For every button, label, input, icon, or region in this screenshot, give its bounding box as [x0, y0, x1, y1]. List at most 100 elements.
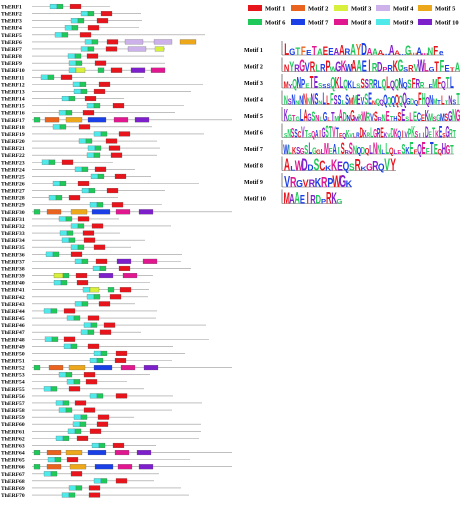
gene-row: ThERF57: [1, 400, 202, 407]
motif-block-6: [33, 365, 41, 371]
gene-row: ThERF38: [1, 265, 191, 272]
gene-row: ThERF68: [1, 478, 154, 485]
legend-item-9: Motif 9: [376, 19, 414, 26]
motif-block-1: [79, 32, 92, 38]
gene-row: ThERF28: [1, 195, 118, 202]
legend-label: Motif 10: [435, 19, 459, 26]
logo-letter: L: [353, 133, 356, 140]
gene-row: ThERF32: [1, 223, 171, 230]
logo-letter: G: [406, 96, 410, 107]
logo-letter: N: [311, 93, 315, 109]
motif-block-6: [52, 251, 60, 257]
logo-letter: A: [339, 41, 345, 59]
gene-row: ThERF24: [1, 166, 135, 173]
logo-letter: F: [437, 74, 441, 92]
motif-block-9: [47, 457, 56, 463]
motif-block-1: [106, 39, 119, 45]
motif-block-1: [68, 195, 81, 201]
logo-letter: L: [315, 62, 320, 73]
logo-letter: P: [325, 57, 330, 75]
logo-letter: V: [413, 62, 418, 75]
gene-label: ThERF18: [1, 125, 25, 131]
logo-letter: G: [436, 113, 440, 124]
logo-letter: T: [312, 44, 317, 58]
gene-label: ThERF67: [1, 472, 25, 478]
logo-letter: E: [429, 132, 433, 140]
motif-block-6: [87, 46, 95, 52]
logo-letter: K: [394, 127, 398, 141]
logo-letter: H: [393, 115, 397, 123]
logo-letter: K: [360, 165, 367, 172]
motif-block-6: [87, 11, 95, 17]
gene-label: ThERF6: [1, 40, 22, 46]
gene-label: ThERF51: [1, 359, 25, 365]
gene-label: ThERF69: [1, 486, 25, 492]
motif-block-1: [87, 315, 100, 321]
motif-block-6: [93, 152, 101, 158]
gene-row: ThERF53: [1, 372, 150, 379]
motif-block-9: [80, 11, 89, 17]
motif-logo-label: Motif 6: [244, 131, 263, 137]
logo-letter: N: [427, 46, 433, 59]
gene-row: ThERF55: [1, 386, 144, 393]
logo-letter: …: [410, 43, 418, 59]
motif-block-9: [61, 96, 70, 102]
motif-block-10: [136, 450, 152, 456]
motif-block-8: [114, 450, 130, 456]
logo-letter: R: [372, 62, 377, 75]
logo-letter: N: [372, 100, 376, 106]
motif-block-9: [87, 145, 96, 151]
logo-letter: E: [329, 148, 333, 156]
motif-block-9: [45, 251, 54, 257]
motif-block-1: [83, 372, 96, 378]
logo-letter: P: [382, 67, 387, 73]
logo-letter: M: [324, 141, 329, 158]
legend-item-1: Motif 1: [248, 5, 285, 12]
logo-letter: D: [343, 111, 347, 125]
motif-logo-label: Motif 3: [244, 81, 263, 87]
gene-label: ThERF34: [1, 238, 25, 244]
motif-block-9: [40, 74, 49, 80]
motif-block-1: [75, 273, 88, 279]
logo-letter: G: [339, 171, 346, 191]
motif-block-6: [51, 336, 59, 342]
legend-item-8: Motif 8: [334, 19, 372, 26]
logo-letter: Q: [383, 93, 387, 109]
logo-letter: E: [422, 138, 426, 158]
logo-letter: G: [398, 56, 404, 76]
gene-row: ThERF61: [1, 428, 201, 435]
logo-letter: A: [294, 189, 300, 207]
gene-label: ThERF22: [1, 153, 25, 159]
legend-swatch: [334, 19, 348, 25]
logo-letter: S: [304, 144, 308, 158]
motif-block-6: [97, 173, 105, 179]
motif-block-9: [67, 428, 76, 434]
gene-row: ThERF3: [1, 18, 142, 25]
motif-block-9: [74, 301, 83, 307]
motif-block-6: [96, 357, 104, 364]
gene-row: ThERF33: [1, 230, 120, 237]
logo-letter: N: [429, 93, 433, 109]
gene-row: ThERF35: [1, 244, 131, 251]
motif-block-6: [100, 478, 108, 484]
motif-block-6: [77, 223, 85, 229]
gene-label: ThERF12: [1, 82, 25, 88]
gene-label: ThERF62: [1, 436, 25, 442]
legend-swatch: [376, 5, 390, 11]
gene-row: ThERF40: [1, 280, 150, 287]
gene-label: ThERF53: [1, 373, 25, 379]
logo-letter: R: [310, 60, 316, 75]
motif-block-1: [115, 393, 128, 399]
logo-letter: C: [319, 157, 325, 174]
logo-letter: C: [298, 129, 302, 140]
motif-block-1: [112, 103, 125, 109]
logo-letter: T: [450, 67, 456, 73]
logo-letter: R: [366, 133, 370, 140]
logo-letter: R: [290, 174, 297, 191]
logo-letter: G: [448, 109, 452, 125]
motif-block-6: [87, 329, 95, 335]
logo-letter: L: [352, 80, 356, 91]
gene-row: ThERF65: [1, 457, 190, 464]
